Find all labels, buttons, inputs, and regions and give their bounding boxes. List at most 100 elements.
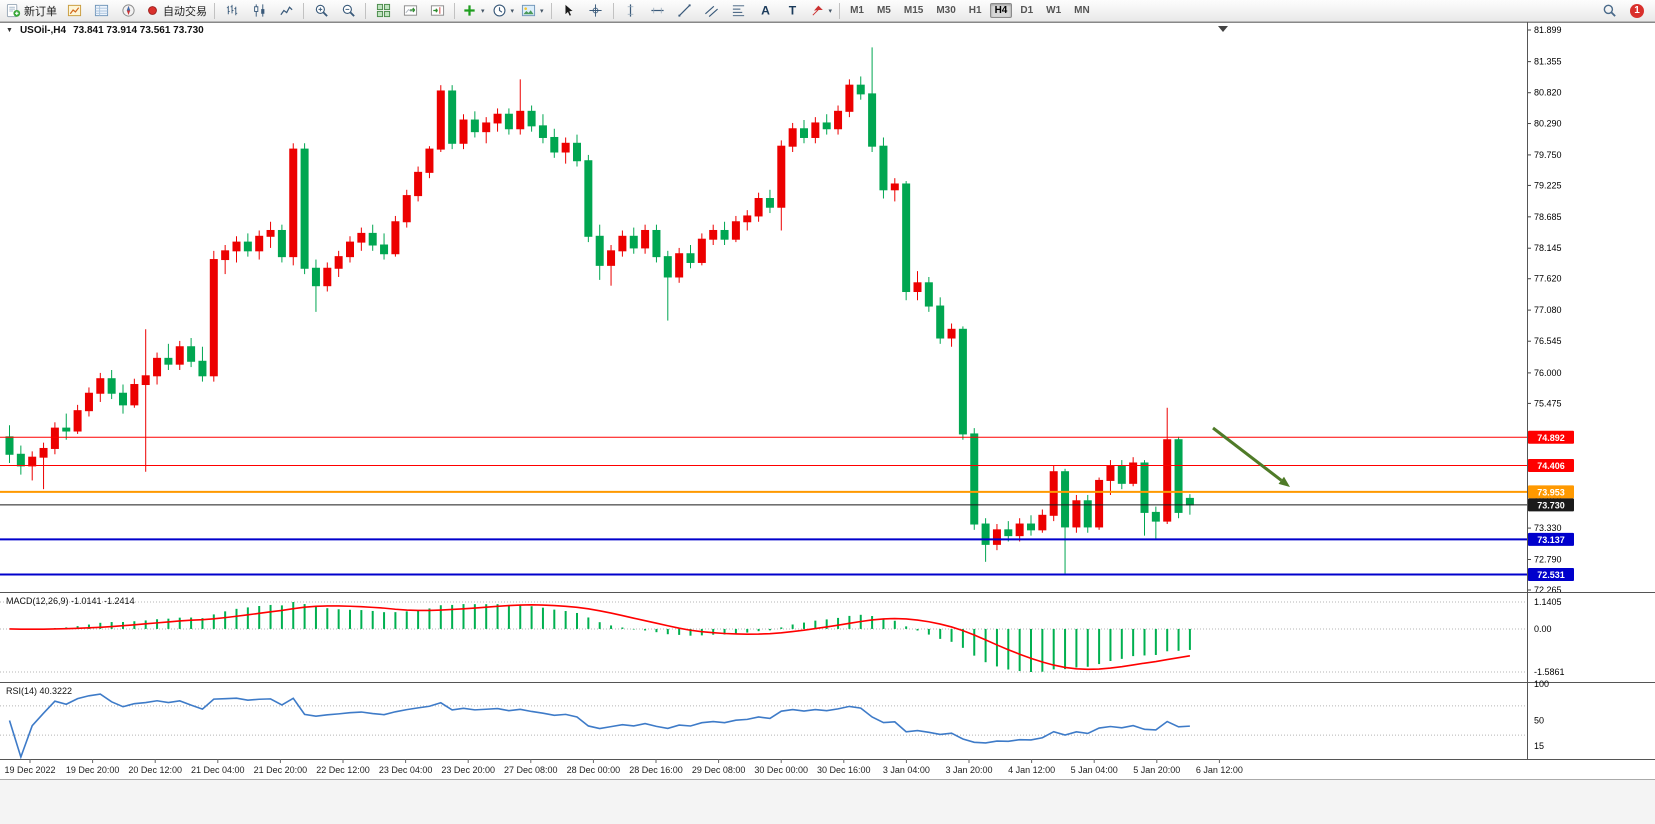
- toolbar-separator: [214, 2, 215, 19]
- candle: [402, 195, 411, 223]
- candle: [1027, 523, 1035, 531]
- toolbar-separator: [365, 2, 366, 19]
- add-indicator-button[interactable]: ▾: [459, 1, 488, 21]
- timeframe-w1-button[interactable]: W1: [1046, 5, 1062, 16]
- price-badge-label: 73.730: [1537, 500, 1565, 510]
- price-tick-label: 77.080: [1534, 305, 1562, 315]
- candle: [663, 256, 672, 278]
- candle: [277, 229, 286, 258]
- price-badge-label: 72.531: [1537, 570, 1565, 580]
- hlines-group[interactable]: [0, 436, 1527, 576]
- cursor-icon: [565, 3, 574, 17]
- zoom-out-button[interactable]: [335, 1, 361, 21]
- candle: [209, 259, 218, 377]
- price-tick-label: 75.475: [1534, 398, 1562, 408]
- fibonacci-button[interactable]: [726, 1, 752, 21]
- timeframe-d1-button[interactable]: D1: [1020, 5, 1034, 16]
- candle: [561, 142, 570, 153]
- navigator-icon: [121, 4, 135, 17]
- price-tick-label: 80.290: [1534, 119, 1562, 129]
- candle: [232, 241, 241, 252]
- trendline-button[interactable]: [672, 1, 698, 21]
- trend-arrow-annotation[interactable]: [1212, 426, 1283, 482]
- candle: [84, 392, 93, 412]
- candle: [334, 256, 343, 269]
- candle: [607, 250, 616, 266]
- chart-canvas[interactable]: 81.899 81.355 80.820 80.290 79.750 79.225 78.6…: [0, 22, 1655, 824]
- chart-menu-icon[interactable]: ▼: [6, 27, 13, 34]
- time-label: 29 Dec 08:00: [692, 765, 746, 775]
- market-watch-button[interactable]: [88, 1, 114, 21]
- candle: [153, 357, 162, 377]
- time-label: 23 Dec 04:00: [379, 765, 433, 775]
- price-badge: [1528, 430, 1574, 444]
- candle: [164, 357, 173, 365]
- candle: [527, 110, 536, 127]
- candle: [346, 241, 354, 258]
- autotrading-button[interactable]: 自动交易: [142, 1, 210, 21]
- timeframe-m5-button[interactable]: M5: [876, 5, 891, 16]
- chart-shift-marker[interactable]: [1218, 26, 1228, 32]
- vertical-line-button[interactable]: [618, 1, 644, 21]
- candle: [538, 125, 547, 138]
- new-order-button[interactable]: 新订单: [3, 1, 60, 21]
- chart-background: [0, 22, 1655, 824]
- autoscroll-button[interactable]: [397, 1, 423, 21]
- arrows-button[interactable]: ▾: [807, 1, 836, 21]
- timeframe-h1-button[interactable]: H1: [968, 5, 982, 16]
- new-chart-button[interactable]: [61, 1, 87, 21]
- cursor-button[interactable]: [556, 1, 582, 21]
- candle: [652, 229, 661, 258]
- time-label: 30 Dec 00:00: [754, 765, 808, 775]
- new-order-icon: [6, 3, 21, 18]
- macd-axis-label: -1.5861: [1534, 667, 1565, 677]
- line-chart-button[interactable]: [273, 1, 299, 21]
- crosshair-button[interactable]: [583, 1, 609, 21]
- timeframe-mn-button[interactable]: MN: [1074, 5, 1090, 16]
- candle: [130, 384, 139, 406]
- candle: [323, 267, 332, 287]
- price-tick-label: 78.145: [1534, 243, 1562, 253]
- candle: [175, 346, 184, 365]
- zoom-out-icon: [342, 4, 355, 17]
- candle: [357, 232, 366, 243]
- equidistant-channel-button[interactable]: [699, 1, 725, 21]
- text-label-button[interactable]: T: [780, 1, 806, 21]
- price-tick-label: 78.685: [1534, 212, 1562, 222]
- price-badge: [1528, 568, 1574, 582]
- chart-shift-button[interactable]: [424, 1, 450, 21]
- time-axis[interactable]: 19 Dec 2022 19 Dec 20:00 20 Dec 12:00 21 De…: [4, 759, 1243, 775]
- candlestick-chart-button[interactable]: [246, 1, 272, 21]
- timeframe-h4-button[interactable]: H4: [989, 3, 1013, 18]
- arrange-windows-button[interactable]: [370, 1, 396, 21]
- text-button[interactable]: A: [753, 1, 779, 21]
- price-badge: [1528, 459, 1574, 473]
- market-watch-icon: [94, 4, 108, 17]
- notification-badge[interactable]: 1: [1630, 3, 1644, 18]
- navigator-button[interactable]: [115, 1, 141, 21]
- candle: [28, 456, 37, 467]
- timeframe-m30-button[interactable]: M30: [936, 5, 956, 16]
- price-tick-label: 72.265: [1534, 585, 1562, 595]
- zoom-in-button[interactable]: [308, 1, 334, 21]
- search-button[interactable]: [1596, 1, 1622, 21]
- candle: [765, 198, 774, 208]
- timeframe-m1-button[interactable]: M1: [850, 5, 864, 16]
- time-label: 19 Dec 2022: [4, 765, 55, 775]
- candle: [629, 235, 638, 249]
- templates-button[interactable]: ▾: [518, 1, 547, 21]
- search-icon: [1603, 4, 1616, 17]
- dropdown-caret-icon: ▾: [540, 7, 544, 15]
- candle: [686, 253, 695, 263]
- chart-window[interactable]: 81.899 81.355 80.820 80.290 79.750 79.225 78.6…: [0, 22, 1655, 824]
- price-axis[interactable]: 81.899 81.355 80.820 80.290 79.750 79.225 78.6…: [1527, 25, 1574, 595]
- bar-chart-button[interactable]: [219, 1, 245, 21]
- horizontal-line-button[interactable]: [645, 1, 671, 21]
- time-label: 5 Jan 20:00: [1133, 765, 1180, 775]
- candle: [459, 119, 468, 144]
- periods-button[interactable]: ▾: [489, 1, 518, 21]
- candle: [731, 221, 740, 240]
- candle: [981, 523, 990, 545]
- timeframe-m15-button[interactable]: M15: [903, 5, 924, 16]
- price-tick-label: 76.000: [1534, 368, 1562, 378]
